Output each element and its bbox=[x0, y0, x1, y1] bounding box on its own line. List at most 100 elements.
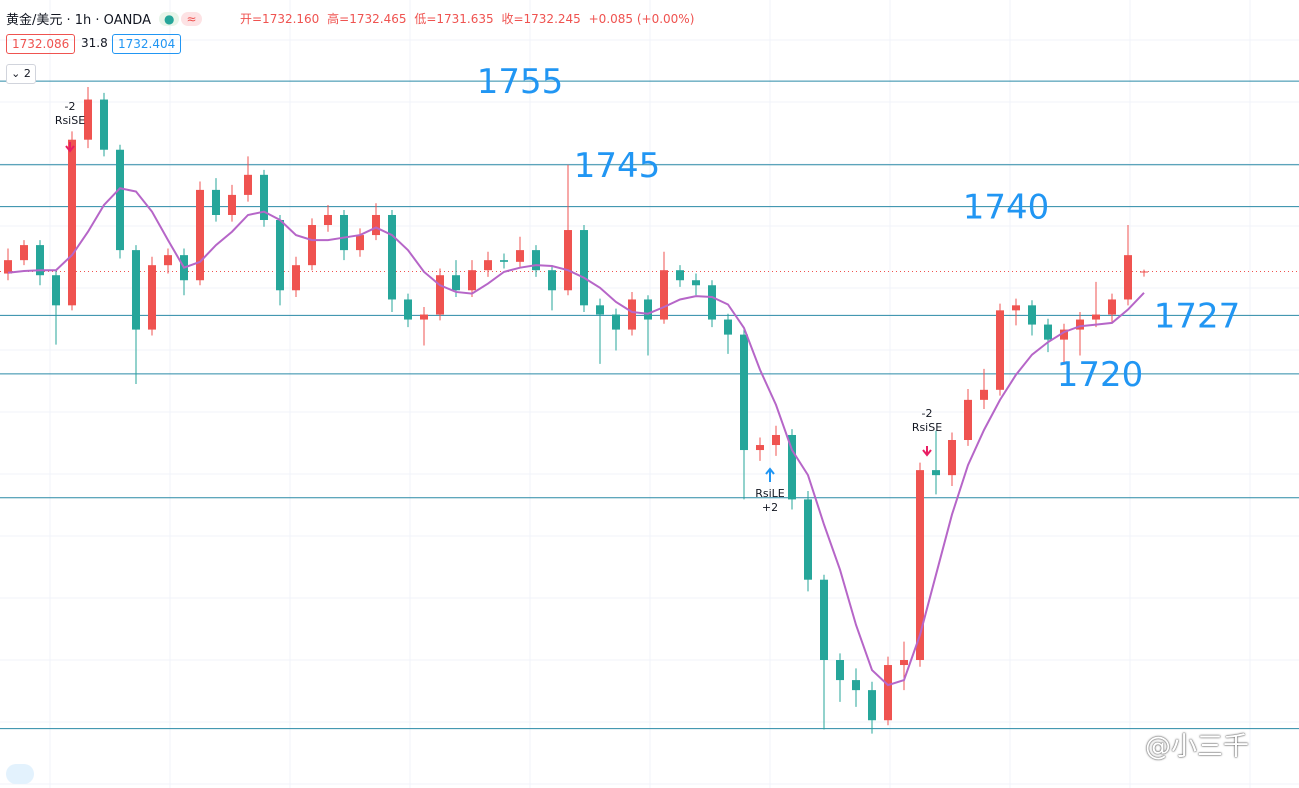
candle-body bbox=[4, 260, 12, 274]
candle-body bbox=[692, 280, 700, 286]
candle-body bbox=[836, 660, 844, 681]
candle-body bbox=[484, 260, 492, 271]
candle-body bbox=[164, 255, 172, 266]
candle-body bbox=[388, 214, 396, 300]
candle-body bbox=[628, 299, 636, 330]
candle-body bbox=[244, 174, 252, 195]
candle-body bbox=[52, 275, 60, 306]
candle-body bbox=[36, 245, 44, 276]
candle-body bbox=[500, 260, 508, 262]
signal-arrow bbox=[922, 446, 932, 457]
symbol: 黄金/美元 · 1h · OANDA bbox=[6, 13, 151, 28]
candle-body bbox=[948, 440, 956, 476]
candle-body bbox=[1060, 329, 1068, 340]
level-label: 1755 bbox=[477, 62, 564, 102]
level-label: 1720 bbox=[1057, 355, 1144, 395]
candle-body bbox=[596, 305, 604, 315]
candle-body bbox=[916, 470, 924, 661]
ask-box[interactable]: 1732.404 bbox=[112, 34, 182, 54]
candle-body bbox=[68, 139, 76, 306]
watermark: @小三千 bbox=[1145, 732, 1250, 762]
candle-body bbox=[772, 434, 780, 446]
candle-body bbox=[516, 250, 524, 262]
logo[interactable] bbox=[6, 764, 34, 784]
candle-body bbox=[212, 189, 220, 215]
candle-body bbox=[676, 270, 684, 281]
moving-average bbox=[7, 187, 1145, 687]
candle-body bbox=[452, 275, 460, 291]
signal-label: RsiLE bbox=[755, 487, 785, 500]
ohlc-open: 开=1732.160 bbox=[240, 12, 320, 26]
candle-body bbox=[404, 299, 412, 320]
status-badge[interactable]: ● bbox=[158, 11, 180, 26]
candle-body bbox=[964, 399, 972, 441]
symbol-header: 黄金/美元 · 1h · OANDA ● ≈ bbox=[6, 9, 202, 28]
signal-label: RsiSE bbox=[55, 114, 85, 127]
candle-body bbox=[340, 214, 348, 251]
ohlc-change: +0.085 (+0.00%) bbox=[588, 12, 695, 26]
level-label: 1740 bbox=[963, 188, 1050, 228]
candle-body bbox=[788, 434, 796, 500]
candle-body bbox=[564, 230, 572, 291]
signal-arrow bbox=[765, 467, 775, 482]
signal-label: RsiSE bbox=[912, 421, 942, 434]
ohlc-low: 低=1731.635 bbox=[414, 12, 494, 26]
candle-body bbox=[116, 149, 124, 251]
candle-body bbox=[356, 235, 364, 251]
candle-body bbox=[84, 99, 92, 140]
candle-body bbox=[468, 270, 476, 291]
candle-body bbox=[1028, 305, 1036, 325]
candle-body bbox=[436, 275, 444, 315]
indicator-badge[interactable]: ≈ bbox=[181, 11, 202, 26]
candle-body bbox=[1140, 271, 1148, 273]
candle-body bbox=[932, 470, 940, 476]
collapse-button[interactable]: ⌄ 2 bbox=[6, 64, 36, 84]
candle-body bbox=[884, 665, 892, 721]
signal-label: -2 bbox=[65, 100, 76, 113]
candle-body bbox=[1124, 255, 1132, 300]
candle-body bbox=[820, 579, 828, 661]
candle-body bbox=[420, 314, 428, 320]
signal-label: +2 bbox=[762, 501, 778, 514]
candle-body bbox=[980, 389, 988, 400]
candle-body bbox=[308, 225, 316, 266]
candle-body bbox=[1092, 314, 1100, 320]
candle-body bbox=[132, 250, 140, 330]
candle-body bbox=[276, 220, 284, 291]
candle-body bbox=[292, 265, 300, 291]
candle-body bbox=[1012, 305, 1020, 311]
signal-label: -2 bbox=[922, 407, 933, 420]
candle-body bbox=[1044, 324, 1052, 340]
candle-body bbox=[1108, 299, 1116, 315]
ohlc-values: 开=1732.160 高=1732.465 低=1731.635 收=1732.… bbox=[240, 10, 698, 27]
candle-body bbox=[196, 189, 204, 281]
bid-box[interactable]: 1732.086 bbox=[6, 34, 76, 54]
signal-arrow bbox=[65, 142, 75, 153]
candle-body bbox=[660, 270, 668, 320]
candle-body bbox=[324, 214, 332, 226]
candle-body bbox=[740, 334, 748, 451]
ohlc-high: 高=1732.465 bbox=[327, 12, 407, 26]
candle-body bbox=[548, 270, 556, 291]
ohlc-close: 收=1732.245 bbox=[501, 12, 581, 26]
candle-body bbox=[372, 214, 380, 236]
candle-body bbox=[900, 660, 908, 666]
candle-body bbox=[756, 445, 764, 451]
candle-body bbox=[260, 174, 268, 221]
candle-body bbox=[532, 250, 540, 271]
candle-body bbox=[20, 245, 28, 261]
candle-body bbox=[724, 319, 732, 335]
candle-body bbox=[868, 690, 876, 721]
candle-body bbox=[580, 230, 588, 306]
candle-body bbox=[612, 314, 620, 330]
level-label: 1727 bbox=[1154, 296, 1241, 336]
spread: 31.8 bbox=[81, 36, 108, 50]
candle-body bbox=[996, 310, 1004, 390]
candle-body bbox=[148, 265, 156, 330]
candle-body bbox=[852, 680, 860, 691]
candle-body bbox=[1076, 319, 1084, 330]
candle-body bbox=[804, 499, 812, 580]
candle-body bbox=[228, 194, 236, 215]
